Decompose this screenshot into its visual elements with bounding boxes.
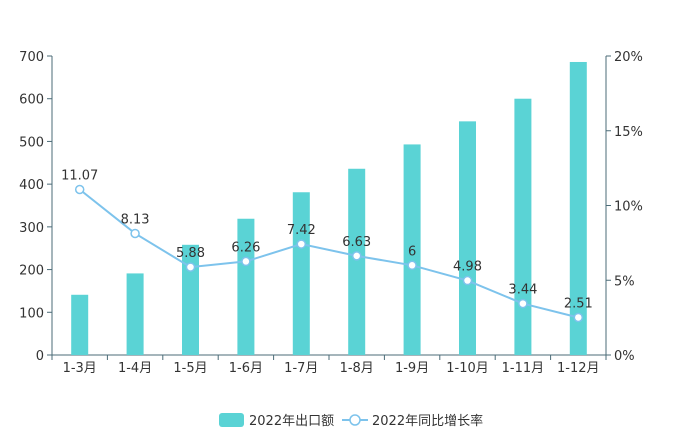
x-tick-label: 1-6月 bbox=[229, 361, 263, 376]
line-data-label: 7.42 bbox=[287, 223, 316, 238]
line-point[interactable] bbox=[241, 256, 251, 267]
legend[interactable]: 2022年出口额 2022年同比增长率 bbox=[219, 413, 483, 429]
x-tick-label: 1-3月 bbox=[63, 361, 97, 376]
x-tick-label: 1-5月 bbox=[173, 361, 207, 376]
line-data-label: 6.26 bbox=[231, 240, 260, 255]
y-left-tick-label: 600 bbox=[19, 93, 44, 108]
legend-bar-label: 2022年出口额 bbox=[249, 414, 334, 429]
x-tick-label: 1-10月 bbox=[446, 361, 489, 376]
growth-line bbox=[79, 188, 579, 319]
line-data-label: 11.07 bbox=[61, 169, 98, 184]
x-tick-label: 1-7月 bbox=[284, 361, 318, 376]
legend-bar-swatch bbox=[219, 413, 244, 427]
x-tick-label: 1-4月 bbox=[118, 361, 152, 376]
line-data-label: 8.13 bbox=[121, 212, 150, 227]
x-tick-label: 1-8月 bbox=[340, 361, 374, 376]
bar[interactable] bbox=[403, 144, 421, 355]
line-data-label: 2.51 bbox=[564, 296, 593, 311]
line-point[interactable] bbox=[74, 184, 85, 195]
y-right-tick-label: 10% bbox=[614, 200, 643, 215]
line-data-label: 6.63 bbox=[342, 235, 371, 250]
y-left-tick-label: 200 bbox=[19, 264, 44, 279]
line-point[interactable] bbox=[351, 251, 362, 261]
y-right-tick-label: 5% bbox=[614, 274, 635, 289]
line-point[interactable] bbox=[130, 228, 140, 239]
y-right-tick-label: 0% bbox=[614, 349, 635, 364]
line-data-label: 6 bbox=[408, 244, 416, 259]
legend-line-label: 2022年同比增长率 bbox=[372, 413, 483, 429]
bar[interactable] bbox=[182, 244, 199, 355]
x-tick-label: 1-11月 bbox=[502, 361, 545, 376]
bar[interactable] bbox=[459, 121, 476, 355]
x-tick-label: 1-12月 bbox=[557, 361, 600, 376]
axes: 0 100 200 300 400 500 600 700 0% 5% 10% 15% 20% 1-3月 1… bbox=[19, 50, 643, 376]
line-point[interactable] bbox=[407, 260, 417, 271]
y-right-tick-label: 15% bbox=[614, 125, 643, 140]
line-point[interactable] bbox=[573, 312, 584, 323]
y-left-tick-label: 400 bbox=[19, 178, 44, 193]
line-series bbox=[74, 184, 584, 323]
y-right-tick-label: 20% bbox=[614, 50, 643, 65]
line-data-label: 4.98 bbox=[453, 260, 482, 275]
data-labels: 11.07 8.13 5.88 6.26 7.42 6.63 6 4.98 3.44 2.51 bbox=[61, 169, 593, 312]
x-tick-label: 1-9月 bbox=[395, 361, 429, 376]
line-point[interactable] bbox=[518, 298, 528, 309]
line-point[interactable] bbox=[462, 275, 473, 286]
line-data-label: 5.88 bbox=[176, 246, 205, 261]
bar[interactable] bbox=[348, 168, 366, 355]
bar-series bbox=[71, 61, 587, 355]
bar[interactable] bbox=[71, 294, 89, 355]
y-left-tick-label: 300 bbox=[19, 221, 44, 236]
bar[interactable] bbox=[514, 98, 532, 355]
line-data-label: 3.44 bbox=[508, 283, 537, 298]
y-left-tick-label: 500 bbox=[19, 135, 44, 150]
y-left-tick-label: 100 bbox=[19, 306, 44, 321]
y-left-tick-label: 0 bbox=[36, 349, 44, 364]
line-point[interactable] bbox=[185, 262, 196, 272]
line-point[interactable] bbox=[296, 239, 307, 249]
bar[interactable] bbox=[292, 192, 310, 355]
bar[interactable] bbox=[569, 61, 587, 355]
y-left-tick-label: 700 bbox=[19, 50, 44, 65]
legend-line-marker bbox=[349, 414, 361, 426]
bar[interactable] bbox=[126, 273, 144, 355]
bar[interactable] bbox=[237, 218, 255, 355]
